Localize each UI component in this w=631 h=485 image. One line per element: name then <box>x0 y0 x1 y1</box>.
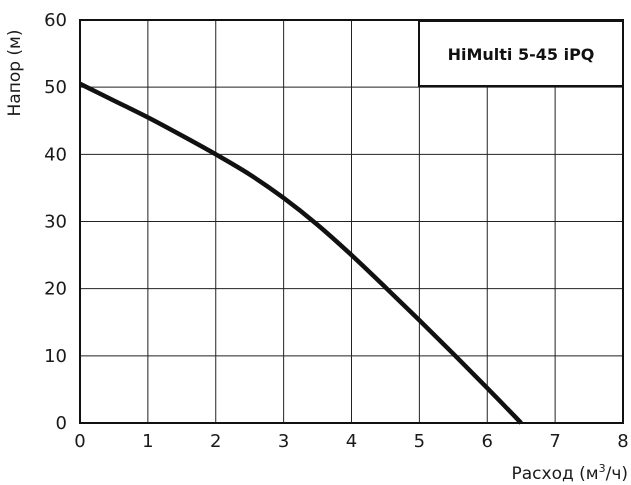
plot-frame <box>79 19 624 424</box>
legend-box <box>418 20 624 87</box>
x-tick-label-2: 2 <box>210 431 221 452</box>
y-tick-label-40: 40 <box>44 144 67 165</box>
y-tick-label-0: 0 <box>56 413 67 434</box>
x-tick-label-0: 0 <box>74 431 85 452</box>
axis-layer <box>79 19 624 424</box>
x-axis-label: Расход (м3/ч) <box>512 462 629 484</box>
x-tick-label-8: 8 <box>617 431 628 452</box>
x-axis-label-superscript: 3 <box>599 462 606 475</box>
y-tick-label-10: 10 <box>44 346 67 367</box>
x-tick-label-7: 7 <box>549 431 560 452</box>
x-axis-label-suffix: /ч) <box>606 464 628 484</box>
x-tick-label-3: 3 <box>278 431 289 452</box>
y-tick-label-50: 50 <box>44 77 67 98</box>
y-tick-label-60: 60 <box>44 10 67 31</box>
x-axis-label-main: Расход (м <box>512 464 599 484</box>
tick-labels: 0 1 2 3 4 5 6 7 8 0 10 20 30 40 50 60 <box>44 10 629 452</box>
x-tick-label-6: 6 <box>482 431 493 452</box>
series-line-0 <box>79 81 523 425</box>
series-layer <box>79 81 523 425</box>
grid <box>80 20 623 423</box>
legend-label: HiMulti 5-45 iPQ <box>448 45 595 64</box>
y-tick-label-20: 20 <box>44 279 67 300</box>
x-tick-label-1: 1 <box>142 431 153 452</box>
x-tick-label-4: 4 <box>346 431 357 452</box>
y-axis-label: Напор (м) <box>5 29 25 116</box>
legend: HiMulti 5-45 iPQ <box>418 20 624 87</box>
x-tick-label-5: 5 <box>414 431 425 452</box>
y-tick-label-30: 30 <box>44 212 67 233</box>
